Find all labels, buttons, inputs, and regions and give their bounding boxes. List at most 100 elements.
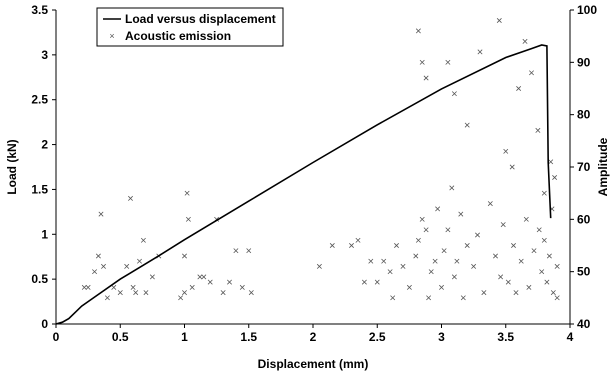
acoustic-emission-point (387, 269, 393, 275)
y-axis-title-left: Load (kN) (5, 139, 19, 194)
acoustic-emission-point (185, 216, 191, 222)
y-right-tick-label: 60 (577, 212, 591, 226)
acoustic-emission-point (130, 284, 136, 290)
acoustic-emission-point (481, 290, 487, 296)
acoustic-emission-point (133, 290, 139, 296)
acoustic-emission-point (92, 269, 98, 275)
acoustic-emission-point (239, 284, 245, 290)
acoustic-emission-point (423, 227, 429, 233)
acoustic-emission-point (451, 91, 457, 97)
acoustic-emission-point (552, 175, 558, 180)
acoustic-emission-point (355, 237, 361, 243)
acoustic-emission-point (516, 86, 522, 91)
acoustic-emission-point (394, 243, 399, 248)
acoustic-emission-point (445, 227, 451, 233)
acoustic-emission-point (535, 127, 541, 133)
acoustic-emission-point (390, 295, 396, 301)
y-right-tick-label: 100 (577, 3, 597, 17)
acoustic-emission-point (511, 243, 516, 248)
acoustic-emission-point (184, 190, 190, 196)
acoustic-emission-point (98, 211, 104, 217)
acoustic-emission-point (233, 248, 239, 254)
acoustic-emission-point (539, 269, 545, 275)
acoustic-emission-point (246, 248, 252, 254)
acoustic-emission-point (104, 295, 110, 301)
acoustic-emission-point (449, 185, 455, 191)
y-left-tick-label: 1.5 (31, 182, 48, 196)
acoustic-emission-point (111, 284, 117, 290)
acoustic-emission-point (523, 216, 529, 222)
acoustic-emission-point (368, 258, 374, 264)
x-tick-label: 4 (567, 330, 574, 344)
acoustic-emission-point (441, 248, 447, 254)
y-left-tick-label: 3 (41, 48, 48, 62)
acoustic-emission-point (500, 222, 506, 228)
x-tick-label: 3 (438, 330, 445, 344)
acoustic-emission-point (541, 190, 547, 196)
acoustic-emission-point (381, 258, 387, 264)
acoustic-emission-series (81, 18, 560, 301)
x-tick-label: 3.5 (497, 330, 514, 344)
acoustic-emission-point (458, 211, 464, 217)
acoustic-emission-point (536, 227, 542, 233)
acoustic-emission-point (546, 253, 552, 259)
acoustic-emission-point (189, 284, 195, 290)
acoustic-emission-point (426, 295, 432, 301)
acoustic-emission-point (406, 284, 412, 290)
acoustic-emission-point (349, 243, 354, 248)
acoustic-emission-point (419, 216, 425, 222)
acoustic-emission-point (454, 258, 460, 264)
acoustic-emission-point (137, 258, 142, 264)
acoustic-emission-point (475, 232, 480, 238)
acoustic-emission-point (503, 148, 509, 154)
acoustic-emission-point (400, 263, 406, 269)
y-left-tick-label: 3.5 (31, 3, 48, 17)
acoustic-emission-point (550, 290, 556, 296)
acoustic-emission-point (505, 279, 511, 285)
x-tick-label: 0 (53, 330, 60, 344)
acoustic-emission-point (361, 279, 367, 285)
acoustic-emission-point (374, 279, 380, 285)
axes: 0 0.5 1 1.5 2 2.5 3 3.5 400.511.522.533.54050607… (31, 3, 597, 344)
acoustic-emission-point (496, 18, 502, 23)
acoustic-emission-point (197, 274, 203, 280)
acoustic-emission-point (143, 290, 149, 296)
acoustic-emission-point (95, 253, 101, 259)
acoustic-emission-point (182, 290, 187, 296)
acoustic-emission-point (493, 253, 498, 259)
acoustic-emission-point (428, 269, 434, 275)
acoustic-emission-point (554, 263, 560, 269)
acoustic-emission-point (544, 279, 550, 285)
acoustic-emission-point (149, 274, 155, 280)
acoustic-emission-point (81, 284, 87, 290)
x-axis-title: Displacement (mm) (258, 357, 369, 371)
acoustic-emission-point (101, 263, 106, 269)
legend-box (96, 7, 284, 47)
acoustic-emission-point (415, 28, 421, 34)
acoustic-emission-point (487, 201, 493, 207)
acoustic-emission-point (445, 59, 451, 65)
acoustic-emission-point (413, 253, 419, 259)
y-right-tick-label: 40 (577, 317, 591, 331)
acoustic-emission-point (464, 122, 470, 128)
acoustic-emission-point (329, 243, 335, 248)
acoustic-emission-point (117, 290, 123, 296)
y-axis-title-right: Amplitude (596, 137, 610, 196)
acoustic-emission-point (316, 263, 322, 269)
acoustic-emission-point (435, 206, 441, 212)
acoustic-emission-point (471, 263, 477, 269)
acoustic-emission-point (128, 195, 133, 201)
acoustic-emission-point (548, 159, 554, 165)
x-tick-label: 0.5 (112, 330, 129, 344)
acoustic-emission-point (498, 274, 504, 280)
acoustic-emission-point (423, 75, 429, 81)
y-left-tick-label: 2 (41, 138, 48, 152)
x-tick-label: 2.5 (369, 330, 386, 344)
acoustic-emission-point (522, 38, 528, 44)
acoustic-emission-point (526, 284, 532, 290)
y-left-tick-label: 0 (41, 317, 48, 331)
acoustic-emission-point (85, 284, 91, 290)
y-left-tick-label: 2.5 (31, 93, 48, 107)
acoustic-emission-point (460, 295, 466, 301)
